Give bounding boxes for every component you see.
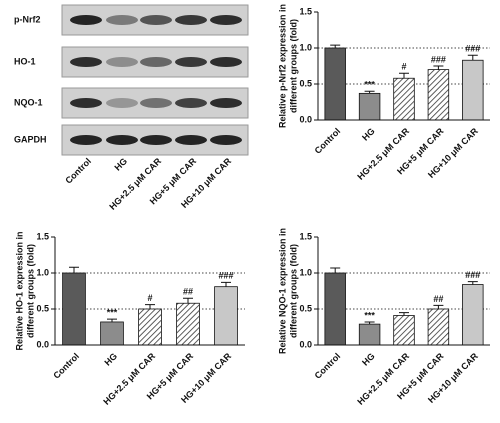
blot-band [106, 15, 138, 25]
bar [462, 59, 484, 121]
blot-band [175, 135, 207, 145]
bar [176, 302, 200, 346]
significance-label: # [147, 293, 152, 303]
y-axis-label: different groups (fold) [288, 19, 298, 113]
error-bar [433, 65, 444, 70]
significance-label: ### [431, 54, 446, 64]
error-bar [221, 281, 231, 287]
blot-band [210, 57, 242, 67]
x-tick-label: Control [313, 351, 343, 381]
y-tick-label: 1.5 [299, 6, 312, 16]
bar [138, 308, 162, 346]
blot-band [70, 135, 102, 145]
y-tick-label: 0.5 [299, 78, 312, 88]
blot-band [210, 98, 242, 108]
blot-band [140, 57, 172, 67]
y-tick-label: 0.0 [299, 339, 312, 349]
error-bar [364, 321, 375, 325]
bar [427, 308, 450, 346]
significance-label: ### [218, 271, 233, 281]
bar [393, 315, 415, 346]
blot-column-label: Control [63, 156, 93, 186]
y-tick-label: 1.5 [299, 231, 312, 241]
blot-band [175, 57, 207, 67]
error-bar [433, 304, 444, 309]
error-bar [467, 54, 478, 61]
y-tick-label: 1.0 [299, 42, 312, 52]
significance-label: ## [433, 294, 443, 304]
blot-band [106, 135, 138, 145]
error-bar [399, 72, 409, 79]
bar [462, 284, 484, 346]
y-tick-label: 0.0 [299, 114, 312, 124]
y-axis-label: Relative HO-1 expression in [14, 231, 24, 350]
bar [427, 69, 450, 121]
error-bar [330, 267, 341, 273]
x-tick-label: Control [313, 126, 343, 156]
error-bar [145, 304, 155, 309]
y-tick-label: 0.0 [36, 339, 49, 349]
x-tick-label: HG [360, 351, 377, 368]
blot-band [140, 15, 172, 25]
y-axis-label: Relative p-Nrf2 expression in [277, 4, 287, 128]
bar [324, 47, 346, 121]
y-tick-label: 1.0 [299, 267, 312, 277]
blot-band [140, 98, 172, 108]
y-axis-label: different groups (fold) [25, 244, 35, 338]
bar [100, 321, 124, 346]
error-bar [107, 318, 117, 322]
y-tick-label: 1.5 [36, 231, 49, 241]
y-tick-label: 0.5 [299, 303, 312, 313]
y-axis-label: Relative NQO-1 expression in [277, 228, 287, 354]
significance-label: *** [364, 80, 375, 90]
significance-label: ## [183, 287, 193, 297]
blot-band [175, 15, 207, 25]
error-bar [69, 266, 79, 273]
significance-label: *** [107, 307, 118, 317]
bar [324, 272, 346, 346]
bar [358, 92, 381, 121]
significance-label: ### [465, 270, 480, 280]
y-tick-label: 0.5 [36, 303, 49, 313]
significance-label: # [401, 62, 406, 72]
error-bar [399, 312, 409, 316]
bar [62, 272, 86, 346]
blot-band [175, 98, 207, 108]
x-tick-label: HG [102, 351, 119, 368]
blot-band [70, 15, 102, 25]
blot-band [140, 135, 172, 145]
blot-column-label: HG [112, 156, 129, 173]
y-tick-label: 1.0 [36, 267, 49, 277]
bar [214, 286, 238, 346]
error-bar [467, 281, 478, 285]
blot-row-label: p-Nrf2 [14, 14, 41, 24]
error-bar [364, 90, 375, 94]
blot-band [106, 57, 138, 67]
blot-band [210, 15, 242, 25]
blot-band [210, 135, 242, 145]
significance-label: *** [364, 310, 375, 320]
error-bar [183, 297, 193, 304]
blot-row-label: GAPDH [14, 134, 47, 144]
x-tick-label: Control [51, 351, 81, 381]
blot-band [70, 57, 102, 67]
significance-label: ### [465, 44, 480, 54]
bar [393, 77, 415, 121]
y-axis-label: different groups (fold) [288, 244, 298, 338]
bar [358, 323, 381, 346]
blot-row-label: NQO-1 [14, 97, 43, 107]
blot-band [70, 98, 102, 108]
x-tick-label: HG [360, 126, 377, 143]
blot-row-label: HO-1 [14, 56, 36, 66]
blot-band [106, 98, 138, 108]
error-bar [330, 44, 341, 48]
